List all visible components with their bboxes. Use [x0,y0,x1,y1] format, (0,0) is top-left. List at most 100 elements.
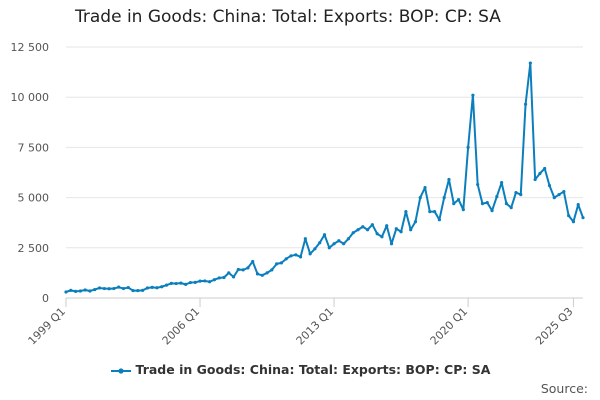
data-point[interactable] [294,253,298,257]
legend[interactable]: Trade in Goods: China: Total: Exports: B… [0,362,600,377]
data-point[interactable] [97,286,102,290]
data-point[interactable] [93,287,97,292]
data-point[interactable] [188,280,193,285]
data-point[interactable] [375,232,379,236]
data-point[interactable] [150,285,154,289]
data-point[interactable] [437,218,441,222]
data-point[interactable] [318,241,322,245]
data-point[interactable] [284,257,288,261]
data-point[interactable] [174,281,178,286]
data-point[interactable] [298,255,303,259]
data-point[interactable] [495,195,499,199]
data-point[interactable] [78,289,82,293]
data-point[interactable] [251,259,255,264]
data-point[interactable] [423,185,427,190]
data-point[interactable] [461,208,465,212]
data-point[interactable] [260,273,264,277]
data-point[interactable] [365,228,370,232]
data-point[interactable] [523,102,528,106]
data-point[interactable] [69,288,73,292]
data-point[interactable] [155,286,159,290]
data-point[interactable] [327,246,331,250]
data-point[interactable] [73,289,78,293]
data-point[interactable] [231,275,236,279]
data-point[interactable] [208,280,212,284]
data-point[interactable] [389,242,394,246]
data-point[interactable] [509,206,513,210]
data-point[interactable] [351,231,355,235]
data-point[interactable] [452,202,456,206]
data-point[interactable] [571,220,576,224]
data-point[interactable] [528,61,532,65]
data-point[interactable] [433,210,437,214]
data-point[interactable] [241,268,245,272]
data-point[interactable] [184,282,188,286]
data-point[interactable] [107,287,111,291]
data-point[interactable] [88,289,92,293]
data-point[interactable] [581,216,585,220]
data-point[interactable] [471,93,475,97]
data-point[interactable] [83,288,87,292]
data-point[interactable] [145,286,149,290]
data-point[interactable] [217,276,221,280]
data-point[interactable] [394,227,398,231]
data-point[interactable] [567,214,571,218]
data-point[interactable] [246,266,250,270]
data-point[interactable] [385,224,389,228]
data-point[interactable] [447,177,451,182]
data-point[interactable] [480,202,485,206]
data-point[interactable] [504,202,509,206]
data-point[interactable] [356,228,360,232]
data-point[interactable] [164,283,169,287]
data-point[interactable] [112,286,116,291]
data-point[interactable] [361,225,365,229]
data-point[interactable] [198,279,202,283]
data-point[interactable] [136,288,140,293]
data-point[interactable] [102,286,106,291]
data-point[interactable] [236,267,240,272]
data-point[interactable] [222,275,226,280]
data-point[interactable] [169,281,173,285]
data-point[interactable] [442,196,446,200]
data-point[interactable] [121,286,126,291]
data-point[interactable] [179,281,183,285]
data-point[interactable] [370,223,374,227]
data-point[interactable] [418,196,422,200]
data-point[interactable] [64,290,68,294]
data-point[interactable] [117,285,121,289]
data-point[interactable] [428,210,432,214]
data-point[interactable] [227,271,231,275]
data-point[interactable] [476,182,480,187]
data-point[interactable] [576,203,580,207]
data-point[interactable] [380,235,384,239]
data-point[interactable] [275,262,279,266]
data-point[interactable] [265,271,269,275]
data-point[interactable] [538,171,542,176]
data-point[interactable] [203,279,207,283]
data-point[interactable] [212,278,216,282]
data-point[interactable] [270,268,274,272]
data-point[interactable] [126,285,130,290]
data-point[interactable] [289,254,293,258]
data-point[interactable] [456,198,461,202]
data-point[interactable] [485,201,489,205]
data-point[interactable] [279,261,284,265]
data-point[interactable] [140,288,145,292]
data-point[interactable] [332,242,336,246]
data-point[interactable] [533,177,537,182]
data-point[interactable] [308,252,312,256]
data-point[interactable] [160,285,164,289]
data-point[interactable] [303,237,307,241]
data-point[interactable] [557,192,561,197]
data-point[interactable] [500,180,504,185]
data-point[interactable] [409,228,413,232]
data-point[interactable] [413,220,418,224]
data-point[interactable] [562,189,566,194]
data-point[interactable] [543,166,547,171]
data-point[interactable] [255,272,260,276]
data-point[interactable] [322,233,327,237]
data-point[interactable] [131,288,135,293]
data-point[interactable] [547,183,552,188]
data-point[interactable] [313,247,317,251]
data-point[interactable] [466,145,470,149]
